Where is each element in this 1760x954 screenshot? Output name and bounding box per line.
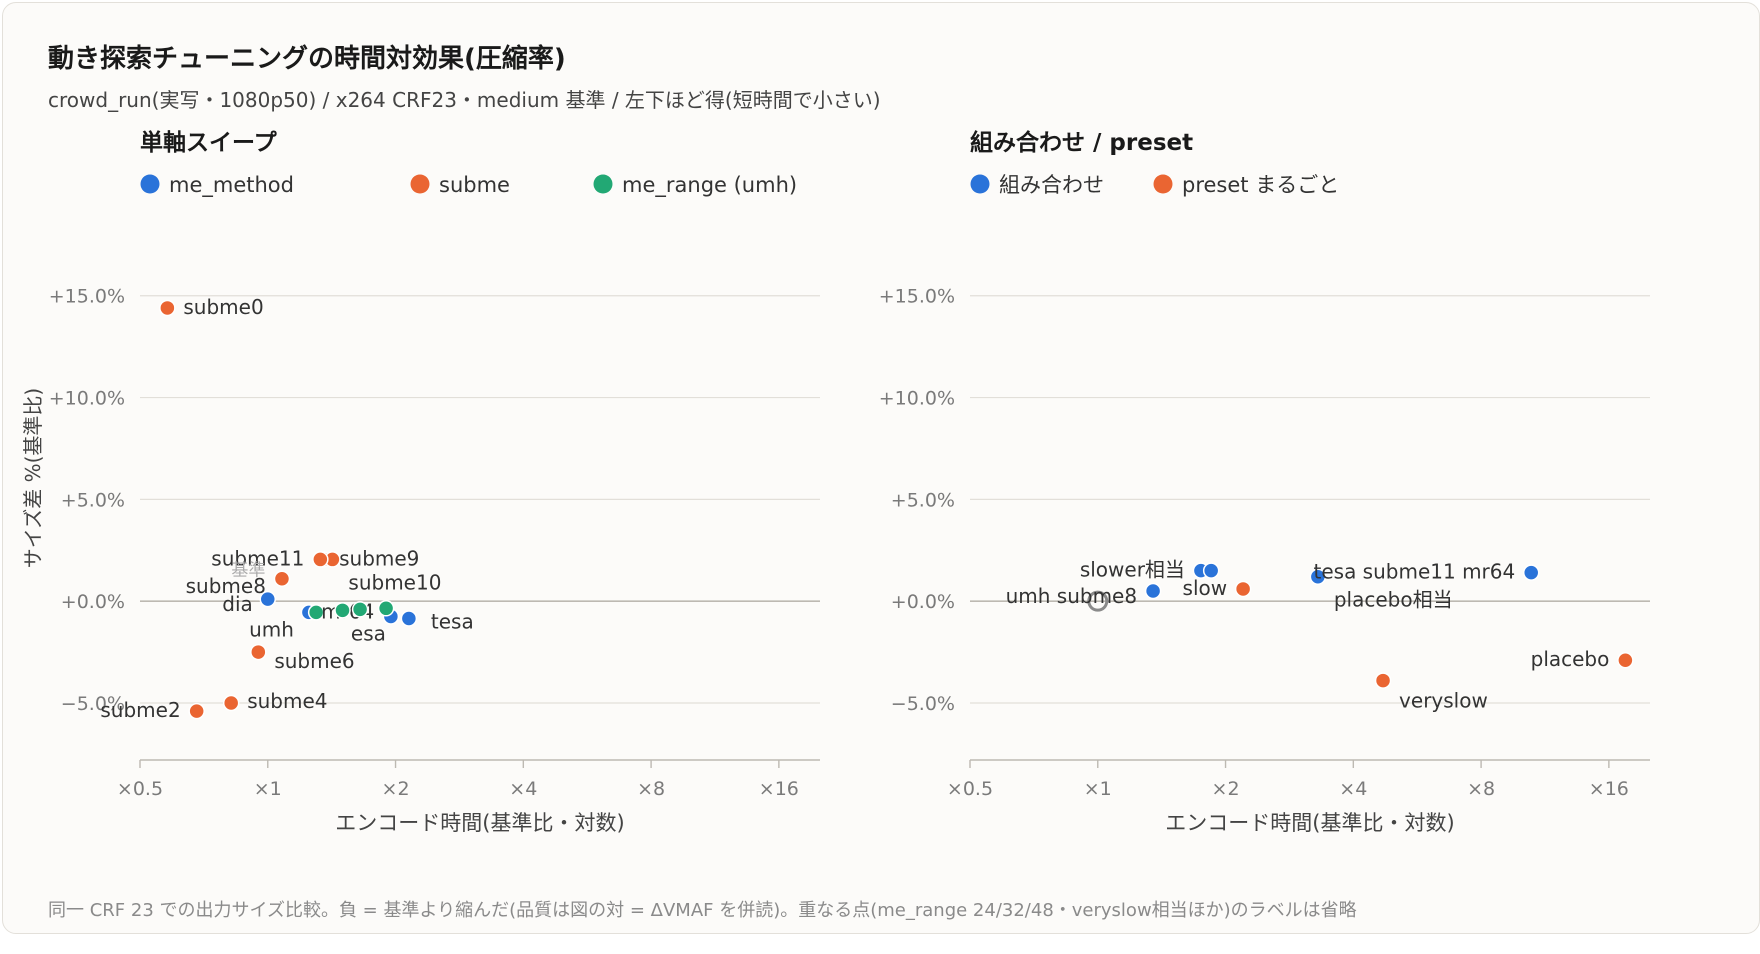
legend-marker — [593, 174, 613, 194]
y-tick-label: +15.0% — [49, 286, 125, 308]
x-tick-label: ×8 — [637, 778, 665, 800]
legend-label: preset まるごと — [1182, 173, 1339, 197]
footnote: 同一 CRF 23 での出力サイズ比較。負 = 基準より縮んだ(品質は図の対 =… — [48, 900, 1357, 921]
data-label: subme11 — [211, 546, 304, 570]
data-label: dia — [222, 592, 253, 616]
page-title: 動き探索チューニングの時間対効果(圧縮率) — [48, 44, 566, 74]
data-label: subme4 — [247, 689, 327, 713]
data-point — [351, 601, 369, 618]
data-label: subme6 — [274, 649, 354, 673]
x-tick-label: ×1 — [1084, 778, 1112, 800]
page-subtitle: crowd_run(実写・1080p50) / x264 CRF23・mediu… — [48, 88, 881, 112]
baseline-marker — [1087, 590, 1109, 612]
data-label: umh subme8 — [1006, 584, 1138, 608]
x-tick-label: ×4 — [509, 778, 537, 800]
data-point — [1374, 672, 1392, 689]
data-label: placebo相当 — [1334, 588, 1453, 612]
x-tick-label: ×4 — [1339, 778, 1367, 800]
y-axis-title: サイズ差 %(基準比) — [21, 388, 45, 568]
legend-marker — [970, 174, 990, 194]
y-tick-label: −5.0% — [891, 693, 955, 715]
data-label: slower相当 — [1080, 558, 1185, 582]
data-point — [307, 604, 325, 621]
data-point — [273, 570, 291, 588]
data-label: tesa subme11 mr64 — [1314, 560, 1516, 584]
data-point — [377, 600, 395, 617]
legend-marker — [410, 174, 430, 194]
x-tick-label: ×0.5 — [117, 778, 163, 800]
data-point — [259, 590, 277, 608]
data-point — [1522, 564, 1540, 581]
data-point — [188, 702, 205, 720]
legend-label: 組み合わせ — [999, 173, 1104, 197]
y-tick-label: +0.0% — [891, 591, 955, 613]
legend-label: me_method — [169, 173, 294, 198]
y-tick-label: +0.0% — [61, 591, 125, 613]
x-axis-title: エンコード時間(基準比・対数) — [1165, 811, 1454, 835]
x-tick-label: ×0.5 — [947, 778, 993, 800]
data-point — [159, 299, 176, 317]
panel-title: 単軸スイープ — [140, 129, 278, 156]
data-point — [312, 551, 329, 568]
x-tick-label: ×2 — [382, 778, 410, 800]
data-point — [1309, 568, 1327, 585]
data-label: placebo — [1531, 647, 1610, 671]
x-axis-title: エンコード時間(基準比・対数) — [335, 811, 624, 835]
baseline-label: 基準 — [231, 561, 265, 581]
data-label: subme10 — [348, 570, 441, 594]
data-point — [334, 602, 351, 619]
data-label: subme8 — [186, 574, 266, 598]
data-label: subme2 — [100, 698, 180, 722]
data-label: veryslow — [1399, 689, 1488, 713]
data-label: slow — [1183, 576, 1228, 600]
data-point — [250, 643, 267, 661]
y-tick-label: +10.0% — [879, 388, 955, 410]
y-tick-label: −5.0% — [61, 693, 125, 715]
legend-marker — [1153, 174, 1173, 194]
panel-title: 組み合わせ / preset — [970, 129, 1193, 156]
y-tick-label: +5.0% — [61, 489, 125, 511]
legend-label: subme — [439, 173, 510, 197]
data-label: esa — [351, 621, 386, 645]
y-tick-label: +5.0% — [891, 489, 955, 511]
y-tick-label: +10.0% — [49, 388, 125, 410]
data-point — [1617, 651, 1634, 669]
data-label: subme9 — [339, 546, 419, 570]
data-point — [400, 610, 418, 627]
data-point — [222, 694, 240, 712]
y-tick-label: +15.0% — [879, 286, 955, 308]
data-point — [1144, 582, 1162, 600]
data-point — [1202, 562, 1220, 579]
x-tick-label: ×8 — [1467, 778, 1495, 800]
x-tick-label: ×16 — [759, 778, 799, 800]
chart-card — [2, 2, 1760, 934]
x-tick-label: ×16 — [1589, 778, 1629, 800]
x-tick-label: ×2 — [1212, 778, 1240, 800]
data-point — [1234, 580, 1252, 598]
data-label: subme0 — [183, 295, 263, 319]
data-label: tesa — [431, 609, 474, 633]
legend-marker — [140, 174, 160, 194]
data-label: umh — [249, 617, 294, 641]
legend-label: me_range (umh) — [622, 173, 797, 198]
x-tick-label: ×1 — [254, 778, 282, 800]
